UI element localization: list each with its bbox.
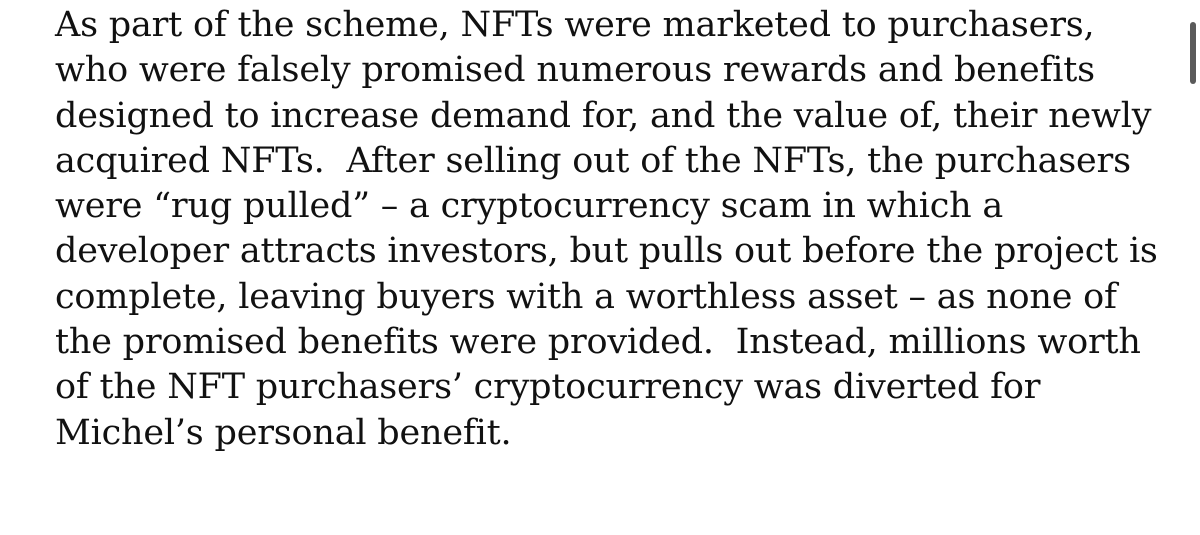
scrollbar-thumb[interactable] (1190, 22, 1196, 84)
paragraph-line: of the NFT purchasers’ cryptocurrency wa… (55, 367, 1041, 408)
vertical-scrollbar[interactable] (1182, 0, 1200, 535)
article-paragraph: As part of the scheme, NFTs were markete… (55, 3, 1185, 456)
paragraph-line: As part of the scheme, NFTs were markete… (55, 5, 1095, 45)
paragraph-line: were “rug pulled” – a cryptocurrency sca… (55, 186, 1004, 227)
paragraph-line: designed to increase demand for, and the… (55, 95, 1152, 136)
paragraph-line: acquired NFTs. After selling out of the … (55, 140, 1131, 181)
paragraph-line: Michel’s personal benefit. (55, 412, 512, 453)
paragraph-line: complete, leaving buyers with a worthles… (55, 276, 1117, 317)
paragraph-line: developer attracts investors, but pulls … (55, 231, 1158, 272)
paragraph-line: who were falsely promised numerous rewar… (55, 50, 1095, 91)
paragraph-line: the promised benefits were provided. Ins… (55, 322, 1141, 363)
